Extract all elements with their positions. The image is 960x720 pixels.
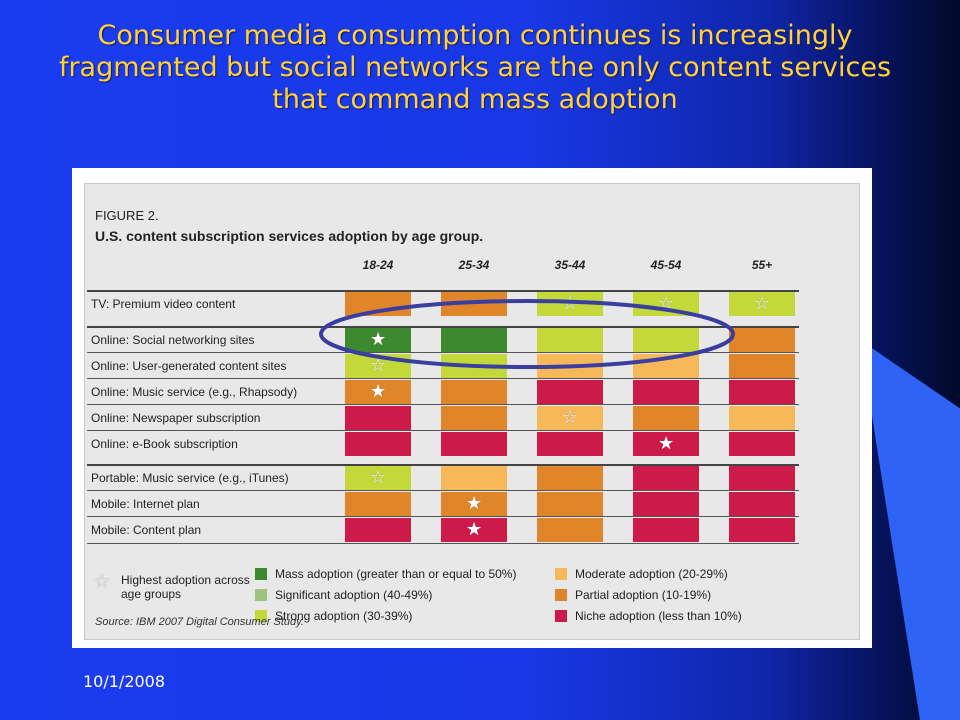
legend-label: Strong adoption (30-39%) bbox=[275, 609, 413, 623]
slide-date: 10/1/2008 bbox=[83, 672, 166, 691]
star-icon: ☆ bbox=[562, 293, 579, 314]
star-icon: ★ bbox=[370, 329, 387, 350]
grid-cell bbox=[441, 492, 507, 516]
figure-panel: FIGURE 2. U.S. content subscription serv… bbox=[84, 183, 860, 640]
column-header: 45-54 bbox=[650, 258, 682, 272]
grid-cell bbox=[441, 354, 507, 378]
grid-cell bbox=[537, 380, 603, 404]
figure-image: FIGURE 2. U.S. content subscription serv… bbox=[72, 168, 872, 648]
legend-label: Mass adoption (greater than or equal to … bbox=[275, 567, 517, 581]
grid-cell bbox=[345, 432, 411, 456]
grid-cell bbox=[441, 466, 507, 490]
column-header: 18-24 bbox=[362, 258, 394, 272]
grid-cell bbox=[633, 328, 699, 352]
legend-swatch bbox=[555, 589, 567, 601]
grid-cell bbox=[441, 432, 507, 456]
row-divider bbox=[87, 516, 799, 517]
star-icon: ☆ bbox=[370, 355, 387, 376]
grid-cell bbox=[537, 466, 603, 490]
grid-cell bbox=[345, 406, 411, 430]
legend-label: Niche adoption (less than 10%) bbox=[575, 609, 742, 623]
row-divider bbox=[87, 430, 799, 431]
star-icon: ★ bbox=[370, 381, 387, 402]
grid-cell bbox=[729, 432, 795, 456]
grid-cell bbox=[345, 466, 411, 490]
grid-cell bbox=[633, 380, 699, 404]
row-divider bbox=[87, 290, 799, 292]
grid-cell bbox=[345, 380, 411, 404]
legend-swatch bbox=[555, 610, 567, 622]
row-divider bbox=[87, 464, 799, 466]
grid-cell bbox=[441, 518, 507, 542]
row-label: Online: Music service (e.g., Rhapsody) bbox=[91, 385, 298, 399]
background-decoration bbox=[860, 340, 960, 720]
row-label: Mobile: Content plan bbox=[91, 523, 202, 537]
grid-cell bbox=[729, 354, 795, 378]
column-header: 25-34 bbox=[458, 258, 490, 272]
slide-title: Consumer media consumption continues is … bbox=[58, 20, 892, 115]
star-icon: ☆ bbox=[658, 293, 675, 314]
figure-label: FIGURE 2. bbox=[95, 208, 159, 223]
source-note: Source: IBM 2007 Digital Consumer Study. bbox=[95, 616, 304, 628]
row-label: TV: Premium video content bbox=[91, 297, 236, 311]
grid-cell bbox=[729, 292, 795, 316]
star-icon: ★ bbox=[466, 493, 483, 514]
grid-cell bbox=[345, 492, 411, 516]
legend-label: Partial adoption (10-19%) bbox=[575, 588, 712, 602]
row-label: Online: e-Book subscription bbox=[91, 437, 238, 451]
grid-cell bbox=[633, 406, 699, 430]
grid-cell bbox=[633, 432, 699, 456]
grid-cell bbox=[441, 380, 507, 404]
grid-cell bbox=[729, 466, 795, 490]
grid-cell bbox=[729, 406, 795, 430]
grid-cell bbox=[537, 328, 603, 352]
star-icon: ☆ bbox=[93, 569, 111, 593]
grid-cell bbox=[537, 406, 603, 430]
grid-cell bbox=[441, 406, 507, 430]
grid-cell bbox=[441, 292, 507, 316]
legend-label: Moderate adoption (20-29%) bbox=[575, 567, 728, 581]
row-divider bbox=[87, 378, 799, 379]
grid-cell bbox=[633, 354, 699, 378]
legend-star-label: Highest adoption across age groups bbox=[121, 573, 250, 601]
row-divider bbox=[87, 404, 799, 405]
grid-cell bbox=[729, 492, 795, 516]
legend-label: Significant adoption (40-49%) bbox=[275, 588, 433, 602]
grid-cell bbox=[729, 518, 795, 542]
row-label: Portable: Music service (e.g., iTunes) bbox=[91, 471, 289, 485]
legend-swatch bbox=[255, 610, 267, 622]
grid-cell bbox=[633, 466, 699, 490]
grid-cell bbox=[633, 492, 699, 516]
legend-swatch bbox=[255, 568, 267, 580]
grid-cell bbox=[537, 492, 603, 516]
legend-swatch bbox=[555, 568, 567, 580]
star-icon: ☆ bbox=[562, 407, 579, 428]
column-header: 55+ bbox=[751, 258, 773, 272]
grid-cell bbox=[537, 354, 603, 378]
grid-cell bbox=[441, 328, 507, 352]
grid-cell bbox=[345, 518, 411, 542]
grid-cell bbox=[537, 518, 603, 542]
column-header: 35-44 bbox=[554, 258, 586, 272]
grid-cell bbox=[729, 328, 795, 352]
row-label: Online: User-generated content sites bbox=[91, 359, 287, 373]
star-icon: ☆ bbox=[370, 467, 387, 488]
row-divider bbox=[87, 352, 799, 353]
row-label: Online: Newspaper subscription bbox=[91, 411, 261, 425]
row-label: Online: Social networking sites bbox=[91, 333, 255, 347]
star-icon: ☆ bbox=[754, 293, 771, 314]
row-divider bbox=[87, 543, 799, 544]
grid-cell bbox=[633, 518, 699, 542]
figure-caption: U.S. content subscription services adopt… bbox=[95, 228, 484, 244]
grid-cell bbox=[729, 380, 795, 404]
star-icon: ★ bbox=[658, 433, 675, 454]
grid-cell bbox=[537, 432, 603, 456]
star-icon: ★ bbox=[466, 519, 483, 540]
row-divider bbox=[87, 490, 799, 491]
legend-swatch bbox=[255, 589, 267, 601]
grid-cell bbox=[345, 292, 411, 316]
row-label: Mobile: Internet plan bbox=[91, 497, 200, 511]
